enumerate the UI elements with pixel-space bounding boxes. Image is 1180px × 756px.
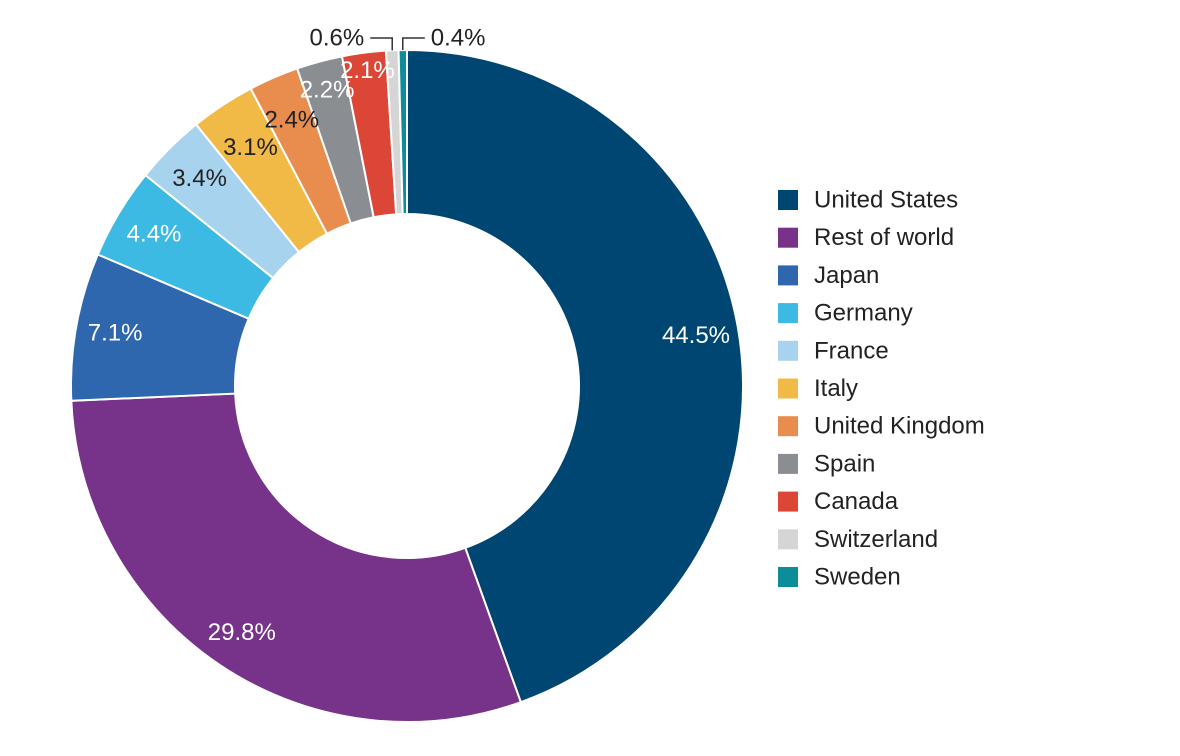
slice-label-switzerland: 0.6% bbox=[310, 25, 365, 52]
legend-swatch-rest-of-world bbox=[778, 227, 798, 248]
legend-item-italy: Italy bbox=[778, 375, 858, 402]
legend-label-switzerland: Switzerland bbox=[814, 526, 938, 553]
legend-label-germany: Germany bbox=[814, 300, 913, 327]
legend-item-japan: Japan bbox=[778, 262, 879, 289]
legend-item-united-kingdom: United Kingdom bbox=[778, 413, 985, 440]
slice-label-germany: 4.4% bbox=[127, 221, 182, 248]
legend-swatch-germany bbox=[778, 303, 798, 324]
legend-label-united-kingdom: United Kingdom bbox=[814, 413, 985, 440]
slice-label-spain: 2.2% bbox=[300, 77, 355, 104]
callout-line-switzerland bbox=[370, 37, 393, 51]
legend-label-rest-of-world: Rest of world bbox=[814, 224, 954, 251]
legend-swatch-canada bbox=[778, 491, 798, 512]
legend-item-france: France bbox=[778, 337, 889, 364]
legend: United States Rest of world Japan Germany Fr… bbox=[778, 187, 985, 591]
legend-item-sweden: Sweden bbox=[778, 564, 901, 591]
legend-swatch-sweden bbox=[778, 567, 798, 587]
slices-group bbox=[70, 48, 744, 723]
legend-label-canada: Canada bbox=[814, 488, 899, 515]
legend-item-spain: Spain bbox=[778, 450, 875, 477]
slice-label-japan: 7.1% bbox=[88, 320, 143, 347]
legend-label-japan: Japan bbox=[814, 262, 879, 289]
legend-label-italy: Italy bbox=[814, 375, 858, 402]
legend-item-united-states: United States bbox=[778, 187, 958, 214]
slice-rest-of-world bbox=[70, 392, 523, 723]
slice-label-italy: 3.1% bbox=[223, 134, 278, 161]
legend-label-united-states: United States bbox=[814, 187, 958, 214]
labels-group: 44.5% 29.8% 7.1% 4.4% 3.4% 3.1%2.4%2.2%2.1% 0.… bbox=[88, 25, 730, 646]
legend-item-canada: Canada bbox=[778, 488, 899, 515]
legend-swatch-italy bbox=[778, 378, 798, 399]
legend-label-spain: Spain bbox=[814, 450, 875, 477]
slice-label-sweden: 0.4% bbox=[431, 25, 486, 52]
slice-label-canada: 2.1% bbox=[340, 57, 395, 84]
callout-line-sweden bbox=[402, 37, 425, 51]
legend-item-rest-of-world: Rest of world bbox=[778, 224, 954, 251]
legend-label-france: France bbox=[814, 337, 889, 364]
slice-sweden bbox=[397, 48, 408, 216]
legend-swatch-france bbox=[778, 340, 798, 361]
slice-united-states bbox=[406, 48, 744, 704]
legend-item-switzerland: Switzerland bbox=[778, 526, 938, 553]
slice-label-france: 3.4% bbox=[172, 165, 227, 192]
legend-swatch-united-kingdom bbox=[778, 416, 798, 437]
legend-swatch-japan bbox=[778, 265, 798, 286]
slice-label-united-states: 44.5% bbox=[662, 322, 730, 349]
legend-label-sweden: Sweden bbox=[814, 564, 901, 591]
slice-label-rest-of-world: 29.8% bbox=[208, 619, 276, 646]
legend-item-germany: Germany bbox=[778, 300, 913, 327]
legend-swatch-united-states bbox=[778, 190, 798, 210]
slice-label-united-kingdom: 2.4% bbox=[264, 106, 319, 133]
legend-swatch-spain bbox=[778, 453, 798, 474]
legend-swatch-switzerland bbox=[778, 529, 798, 550]
